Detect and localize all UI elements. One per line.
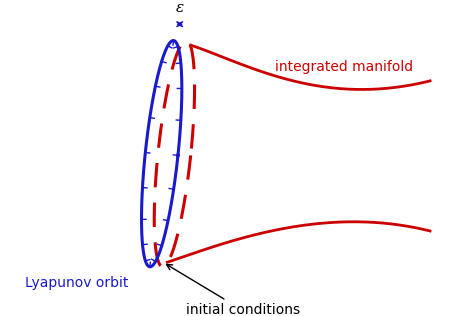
Text: Lyapunov orbit: Lyapunov orbit bbox=[25, 276, 129, 290]
Text: integrated manifold: integrated manifold bbox=[275, 60, 414, 74]
Text: ε: ε bbox=[176, 1, 184, 15]
Text: initial conditions: initial conditions bbox=[167, 264, 300, 316]
